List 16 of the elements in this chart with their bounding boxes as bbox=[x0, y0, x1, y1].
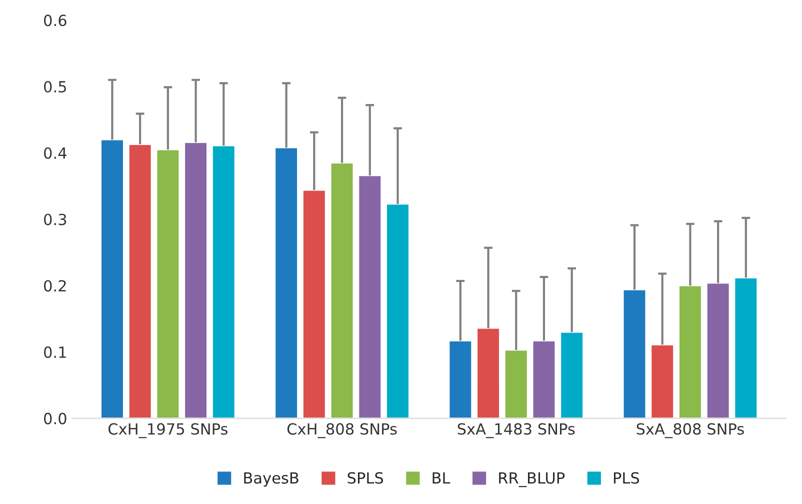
y-tick-label: 0.5 bbox=[44, 80, 66, 93]
y-tick-label: 0.4 bbox=[44, 147, 66, 159]
x-tick-label: CxH_1975 SNPs bbox=[108, 423, 228, 438]
x-tick-label: SxA_1483 SNPs bbox=[458, 423, 575, 438]
legend-label: PLS bbox=[614, 472, 640, 484]
x-tick-label: CxH_808 SNPs bbox=[287, 423, 397, 438]
y-tick-label: 0.6 bbox=[44, 14, 66, 26]
legend-label: BL bbox=[432, 472, 450, 484]
y-tick-label: 0.2 bbox=[44, 280, 66, 292]
legend-label: RR_BLUP bbox=[499, 472, 565, 488]
y-tick-label: 0.1 bbox=[44, 346, 66, 358]
legend-label: BayesB bbox=[244, 472, 298, 487]
y-tick-label: 0.0 bbox=[44, 412, 66, 424]
y-tick-label: 0.3 bbox=[44, 214, 66, 226]
legend-label: SPLS bbox=[348, 472, 384, 484]
x-tick-label: SxA_808 SNPs bbox=[636, 423, 744, 438]
